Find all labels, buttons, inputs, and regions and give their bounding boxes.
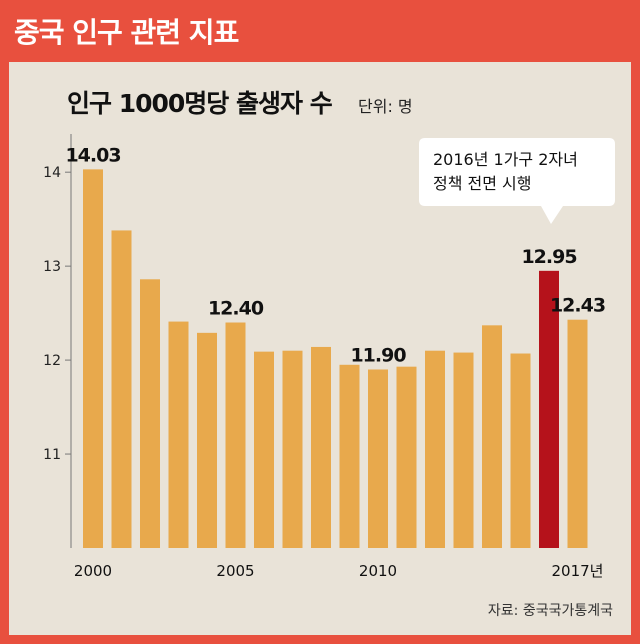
y-axis: 11 12 13 14 bbox=[43, 134, 72, 548]
x-tick-label: 2000 bbox=[74, 562, 112, 580]
bar-2007 bbox=[282, 350, 303, 548]
bar-2012 bbox=[425, 350, 445, 548]
bar-2001 bbox=[111, 230, 132, 549]
chart-unit: 단위: 명 bbox=[358, 97, 413, 116]
data-labels-group: 14.03 12.40 11.90 12.95 12.43 bbox=[65, 144, 606, 366]
chart-title: 인구 1000명당 출생자 수 bbox=[67, 89, 333, 118]
bar-2005 bbox=[225, 322, 246, 548]
bar-2009 bbox=[339, 364, 360, 548]
callout-line-2: 정책 전면 시행 bbox=[433, 174, 532, 193]
header-bar: 중국 인구 관련 지표 bbox=[0, 0, 640, 60]
bar-2010 bbox=[368, 369, 388, 548]
bar-2017 bbox=[567, 319, 588, 548]
source-note: 자료: 중국국가통계국 bbox=[488, 603, 613, 619]
bar-2008 bbox=[311, 346, 331, 548]
bars-group bbox=[83, 169, 588, 549]
bar-chart: 인구 1000명당 출생자 수 단위: 명 11 12 13 14 14.03 12.4… bbox=[43, 89, 615, 619]
bar-2014 bbox=[482, 325, 502, 548]
y-tick-label: 12 bbox=[43, 353, 61, 369]
callout-line-1: 2016년 1가구 2자녀 bbox=[433, 150, 578, 169]
callout-bubble bbox=[419, 138, 615, 224]
bar-2006 bbox=[254, 351, 274, 548]
header-title: 중국 인구 관련 지표 bbox=[14, 16, 239, 49]
y-tick-label: 13 bbox=[43, 259, 61, 275]
bar-2013 bbox=[453, 352, 474, 548]
data-label-2017: 12.43 bbox=[550, 295, 605, 317]
bar-2000 bbox=[83, 169, 103, 548]
bar-2015 bbox=[510, 353, 531, 548]
data-label-2000: 14.03 bbox=[65, 144, 120, 166]
bar-2004 bbox=[197, 332, 217, 548]
data-label-2016: 12.95 bbox=[521, 246, 576, 268]
x-tick-label: 2017년 bbox=[552, 562, 604, 580]
y-tick-label: 11 bbox=[43, 447, 61, 463]
bar-2011 bbox=[396, 366, 417, 548]
x-tick-label: 2005 bbox=[216, 562, 254, 580]
y-tick-label: 14 bbox=[43, 165, 61, 181]
data-label-2005: 12.40 bbox=[208, 298, 264, 320]
x-axis: 2000 2005 2010 2017년 bbox=[74, 562, 604, 580]
bar-2016 bbox=[539, 270, 559, 548]
data-label-2010: 11.90 bbox=[350, 344, 406, 366]
bar-2002 bbox=[140, 279, 160, 548]
chart-panel: 인구 1000명당 출생자 수 단위: 명 11 12 13 14 14.03 12.4… bbox=[9, 62, 631, 635]
x-tick-label: 2010 bbox=[359, 562, 397, 580]
bar-2003 bbox=[168, 321, 189, 548]
